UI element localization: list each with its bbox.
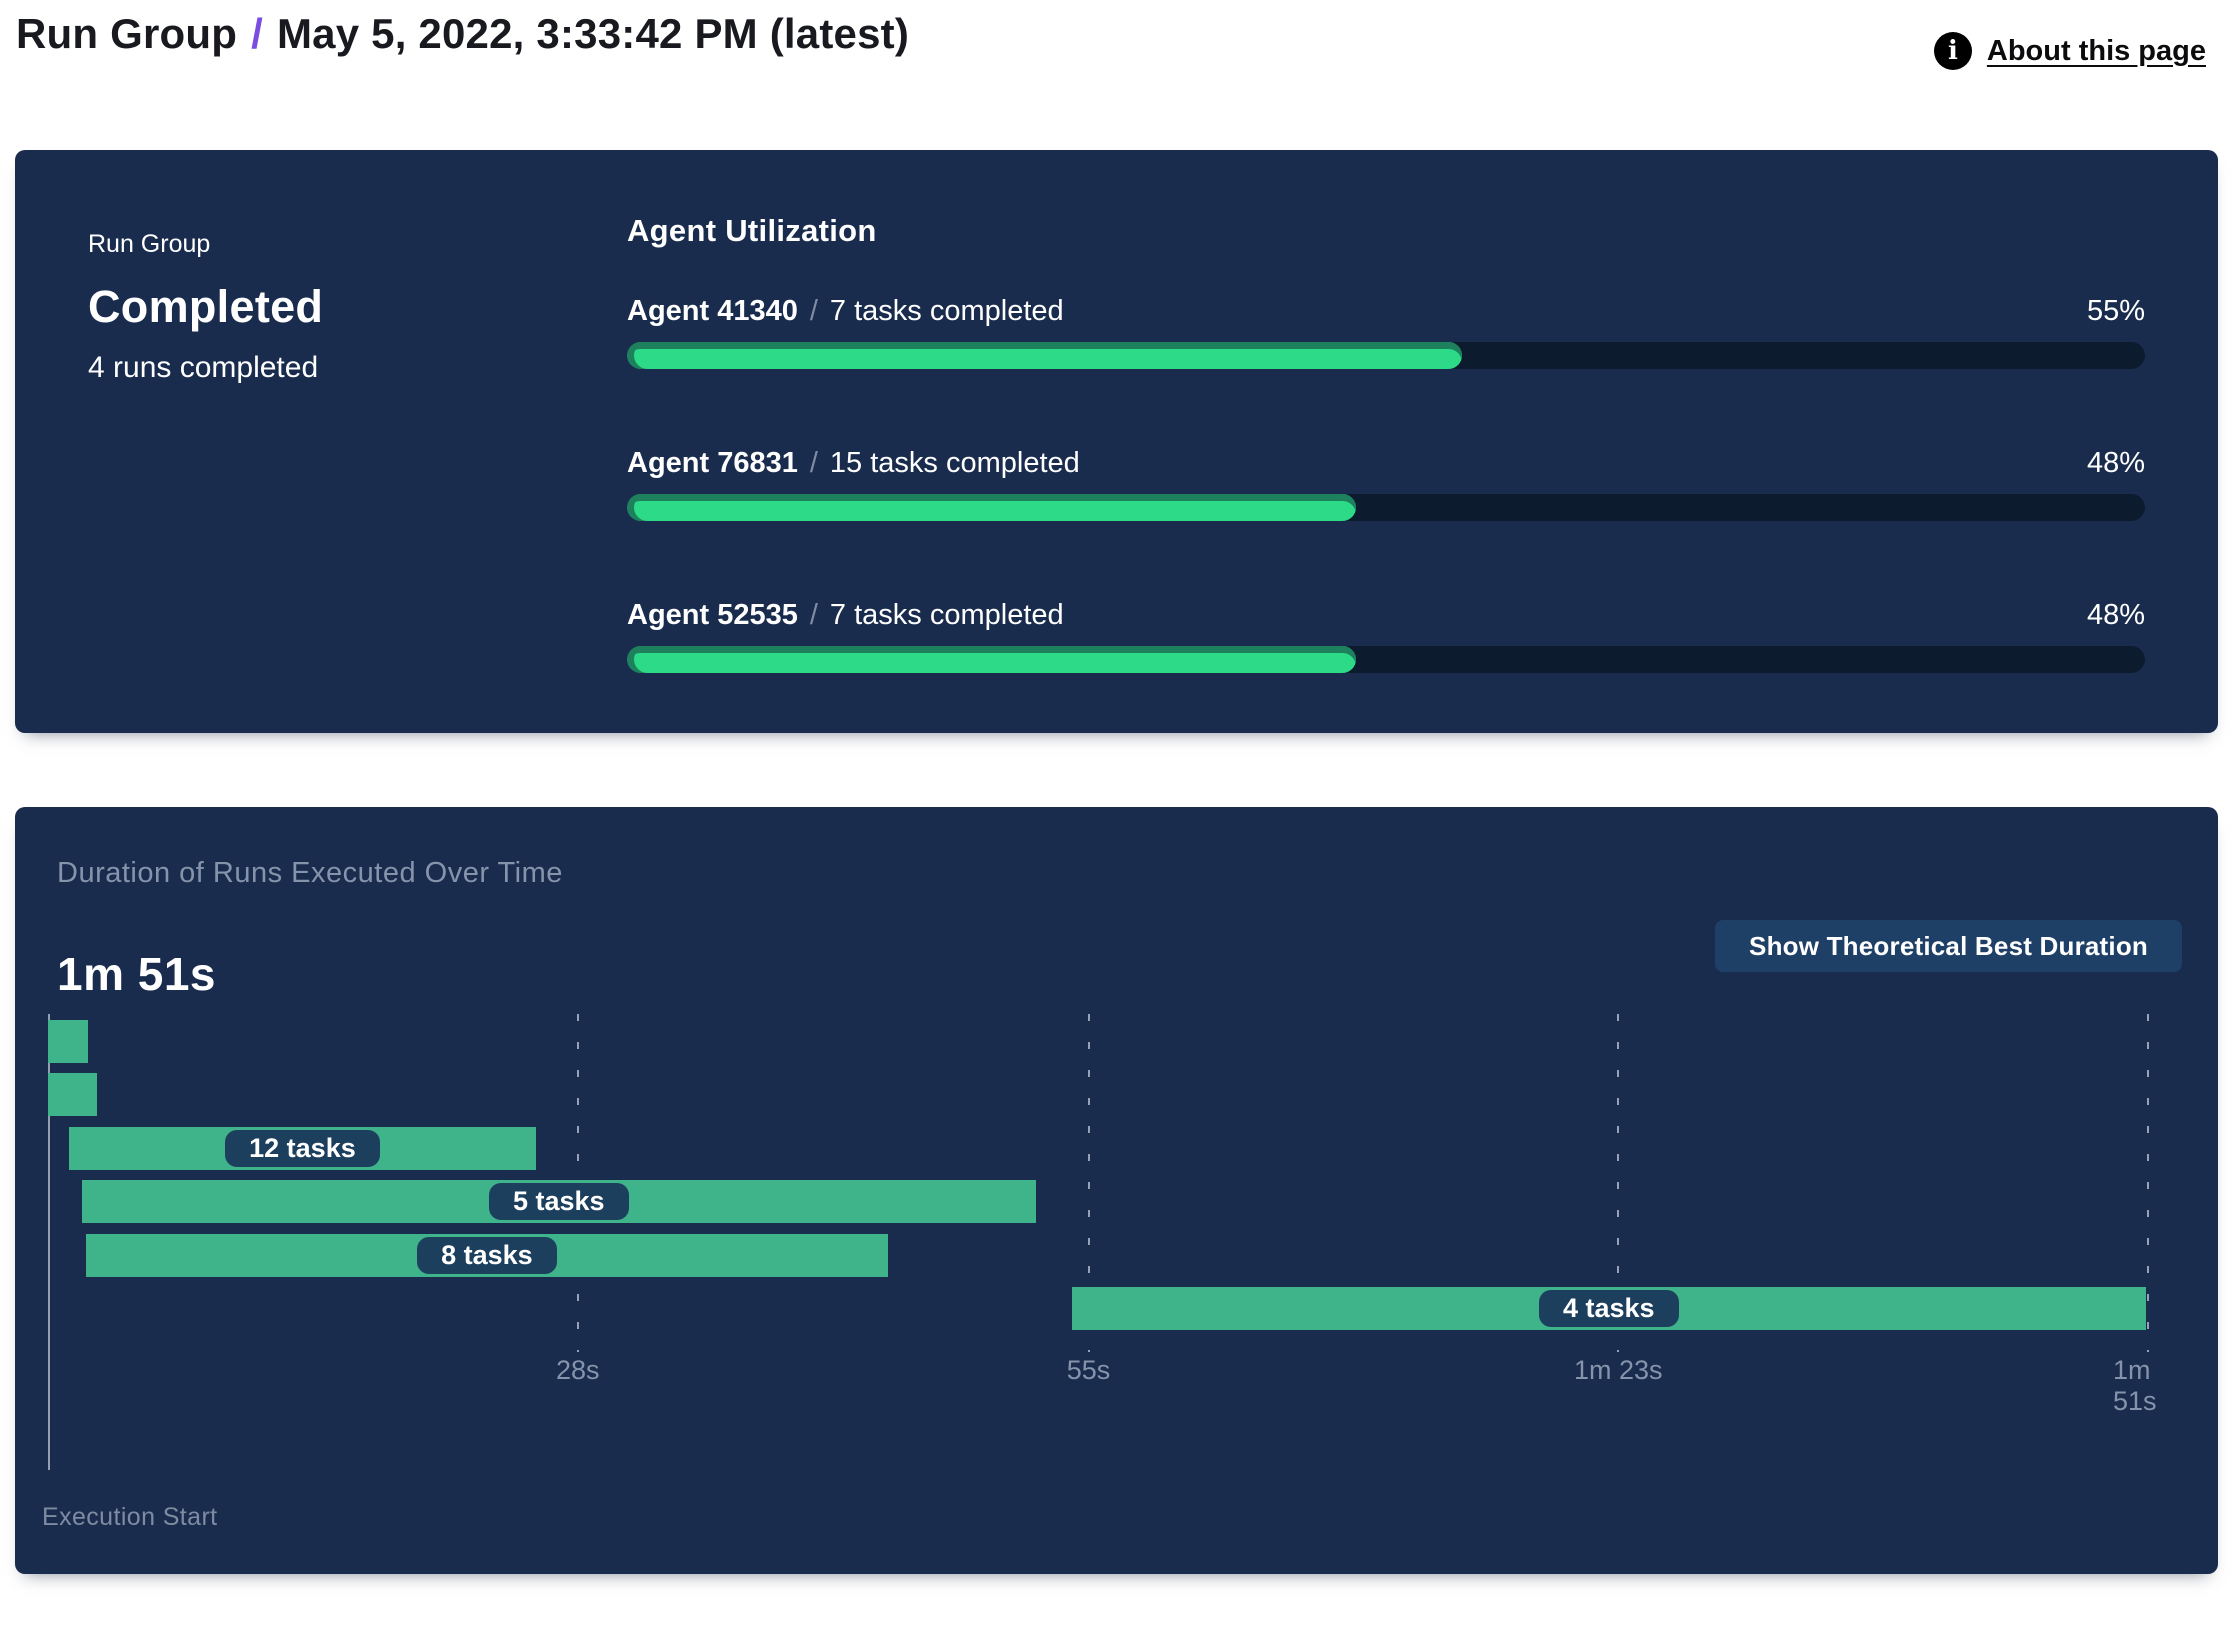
gantt-run-bar: 4 tasks	[1071, 1287, 2147, 1330]
progress-track	[627, 494, 2145, 521]
run-group-runs-completed: 4 runs completed	[88, 351, 319, 384]
breadcrumb-separator: /	[251, 10, 263, 57]
duration-panel: Duration of Runs Executed Over Time 1m 5…	[15, 807, 2218, 1574]
progress-fill	[627, 342, 1462, 369]
gantt-run-bar: 12 tasks	[68, 1126, 537, 1170]
progress-track	[627, 646, 2145, 673]
progress-track	[627, 342, 2145, 369]
page-title-date: May 5, 2022, 3:33:42 PM (latest)	[276, 10, 910, 57]
progress-fill	[627, 494, 1356, 521]
gantt-run-bar	[48, 1020, 88, 1063]
agent-row: Agent 41340 / 7 tasks completed 55%	[627, 295, 2145, 369]
gantt-gridline	[2147, 1014, 2149, 1352]
execution-start-label: Execution Start	[42, 1503, 218, 1531]
agent-tasks-completed: 7 tasks completed	[829, 295, 1064, 327]
agent-separator: /	[809, 295, 818, 327]
gantt-bar-label: 5 tasks	[489, 1183, 629, 1221]
about-link-label[interactable]: About this page	[1986, 34, 2206, 67]
run-group-panel: Run Group Completed 4 runs completed Age…	[15, 150, 2218, 733]
page-title: Run Group / May 5, 2022, 3:33:42 PM (lates…	[16, 10, 2216, 58]
agent-utilization-heading: Agent Utilization	[627, 213, 877, 248]
gantt-tick-label: 28s	[555, 1355, 600, 1385]
agent-name: Agent 52535	[627, 599, 798, 631]
gantt-chart: Execution Start 28s 55s 1m 23s 1m 51s 12 tas…	[15, 1005, 2218, 1550]
gantt-gridline	[1617, 1014, 1620, 1352]
execution-start-axis-line	[48, 1014, 50, 1470]
agent-row: Agent 76831 / 15 tasks completed 48%	[627, 447, 2145, 521]
duration-total: 1m 51s	[57, 948, 217, 1000]
show-theoretical-best-duration-button[interactable]: Show Theoretical Best Duration	[1715, 920, 2182, 972]
gantt-gridline	[1087, 1014, 1090, 1352]
agent-tasks-completed: 7 tasks completed	[829, 599, 1064, 631]
duration-title: Duration of Runs Executed Over Time	[57, 857, 563, 889]
gantt-run-bar: 8 tasks	[85, 1233, 888, 1277]
gantt-tick-label: 55s	[1066, 1355, 1111, 1385]
agent-utilization-section: Agent Utilization Agent 41340 / 7 tasks …	[627, 213, 2145, 751]
agent-separator: /	[809, 599, 818, 631]
agent-line: Agent 41340 / 7 tasks completed 55%	[627, 295, 2145, 328]
agent-line: Agent 76831 / 15 tasks completed 48%	[627, 447, 2145, 480]
breadcrumb-run-group[interactable]: Run Group	[16, 10, 238, 57]
about-this-page[interactable]: i About this page	[1933, 32, 2206, 70]
gantt-run-bar	[48, 1073, 98, 1117]
page-header: Run Group / May 5, 2022, 3:33:42 PM (lates…	[16, 10, 2216, 80]
agent-utilization-percent: 55%	[2086, 295, 2145, 327]
run-group-status-column: Run Group Completed 4 runs completed	[88, 230, 323, 385]
gantt-bar-label: 8 tasks	[417, 1236, 557, 1274]
gantt-bar-label: 12 tasks	[225, 1129, 380, 1167]
run-group-status: Completed	[88, 281, 324, 332]
info-icon[interactable]: i	[1933, 32, 1972, 70]
progress-fill	[627, 646, 1356, 673]
agent-row: Agent 52535 / 7 tasks completed 48%	[627, 599, 2145, 673]
agent-utilization-percent: 48%	[2086, 447, 2145, 479]
agent-separator: /	[809, 447, 818, 479]
agent-line: Agent 52535 / 7 tasks completed 48%	[627, 599, 2145, 632]
agent-utilization-percent: 48%	[2086, 599, 2145, 631]
gantt-run-bar: 5 tasks	[82, 1180, 1036, 1224]
gantt-bar-label: 4 tasks	[1539, 1290, 1679, 1327]
gantt-tick-label: 1m 51s	[2113, 1355, 2157, 1416]
agent-name: Agent 76831	[627, 447, 798, 479]
agent-name: Agent 41340	[627, 295, 798, 327]
gantt-tick-label: 1m 23s	[1573, 1355, 1663, 1385]
agent-tasks-completed: 15 tasks completed	[829, 447, 1080, 479]
run-group-label: Run Group	[88, 230, 211, 258]
